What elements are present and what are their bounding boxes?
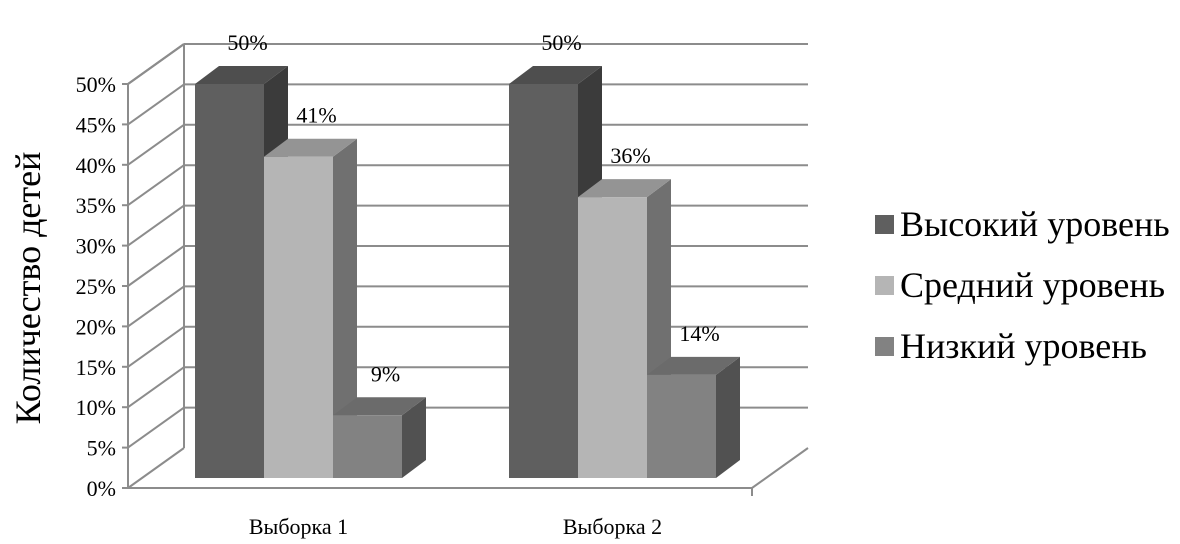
data-label-1-2: 50% bbox=[541, 30, 581, 55]
gridline-side bbox=[127, 447, 185, 489]
y-tick-label: 15% bbox=[76, 355, 116, 380]
x-category-label: Выборка 1 bbox=[249, 514, 348, 539]
data-label-3-2: 14% bbox=[679, 321, 719, 346]
x-category-label: Выборка 2 bbox=[563, 514, 662, 539]
data-label-1-1: 50% bbox=[227, 30, 267, 55]
bar-top-face bbox=[509, 66, 602, 84]
bar-front-face bbox=[578, 197, 647, 478]
y-axis-title: Количество детей bbox=[8, 152, 48, 425]
bar-front-face bbox=[647, 374, 716, 478]
gridline-side bbox=[127, 285, 185, 328]
y-tick-label: 10% bbox=[76, 395, 116, 420]
legend-label: Низкий уровень bbox=[900, 326, 1147, 366]
gridline-side bbox=[127, 245, 185, 287]
legend-label: Высокий уровень bbox=[900, 204, 1170, 244]
bar-front-face bbox=[509, 84, 578, 478]
bars bbox=[195, 66, 740, 478]
gridline-side bbox=[127, 164, 185, 207]
y-axis: 0% 5% 10% 15% 20% 25% 30% 35% 40% 45% 50% bbox=[76, 72, 128, 501]
gridline-side bbox=[127, 43, 185, 85]
data-label-2-2: 36% bbox=[610, 143, 650, 168]
y-tick-label: 25% bbox=[76, 274, 116, 299]
bar-2-1 bbox=[264, 138, 357, 478]
bar-top-face bbox=[647, 356, 740, 375]
y-tick-label: 30% bbox=[76, 234, 116, 259]
x-axis: Выборка 1 Выборка 2 bbox=[249, 514, 662, 539]
y-tick-label: 45% bbox=[76, 112, 116, 137]
legend-swatch bbox=[875, 215, 894, 234]
bar-top-face bbox=[578, 179, 671, 198]
gridline-side bbox=[127, 204, 185, 247]
data-label-3-1: 9% bbox=[371, 361, 400, 386]
gridline-side bbox=[127, 123, 185, 166]
bar-3-2 bbox=[647, 356, 740, 478]
bar-front-face bbox=[264, 156, 333, 478]
bar-front-face bbox=[333, 415, 402, 478]
y-tick-label: 0% bbox=[87, 476, 116, 501]
bar-top-face bbox=[333, 397, 426, 416]
gridline-side bbox=[127, 83, 185, 126]
bar-top-face bbox=[264, 138, 357, 157]
legend-swatch bbox=[875, 337, 894, 356]
legend-item-3: Низкий уровень bbox=[875, 326, 1147, 366]
bar-top-face bbox=[195, 66, 288, 84]
y-tick-label: 35% bbox=[76, 193, 116, 218]
bar-3-1 bbox=[333, 397, 426, 478]
y-tick-label: 50% bbox=[76, 72, 116, 97]
bar-front-face bbox=[195, 84, 264, 478]
bar-side-face bbox=[716, 356, 740, 478]
gridline-side bbox=[127, 325, 185, 368]
legend-swatch bbox=[875, 276, 894, 295]
bar-1-2 bbox=[509, 66, 602, 478]
legend: Высокий уровень Средний уровень Низкий уро… bbox=[875, 204, 1170, 366]
y-tick-label: 20% bbox=[76, 314, 116, 339]
legend-label: Средний уровень bbox=[900, 265, 1165, 305]
data-label-2-1: 41% bbox=[296, 103, 336, 128]
gridline-side bbox=[127, 406, 185, 449]
legend-item-2: Средний уровень bbox=[875, 265, 1165, 305]
bar-side-face bbox=[402, 397, 426, 478]
y-tick-label: 5% bbox=[87, 436, 116, 461]
legend-item-1: Высокий уровень bbox=[875, 204, 1170, 244]
bar-side-face bbox=[333, 138, 357, 478]
y-tick-label: 40% bbox=[76, 153, 116, 178]
data-labels: 50% 41% 9% 50% 36% 14% bbox=[227, 30, 719, 386]
gridline-side bbox=[127, 366, 185, 409]
